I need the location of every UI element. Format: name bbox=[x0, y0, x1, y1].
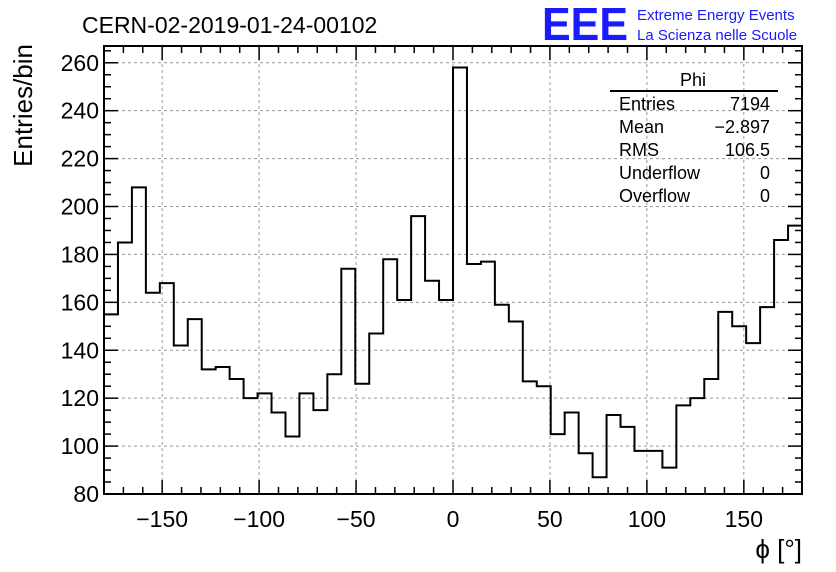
histogram-bin bbox=[662, 468, 676, 494]
histogram-bin bbox=[272, 413, 286, 494]
histogram-bin bbox=[704, 379, 718, 494]
logo-mark: EEE bbox=[542, 0, 628, 50]
chart-title: CERN-02-2019-01-24-00102 bbox=[82, 12, 377, 38]
histogram-bin bbox=[341, 269, 355, 494]
histogram-bin bbox=[174, 345, 188, 494]
x-tick-label: 50 bbox=[537, 506, 563, 532]
histogram-bin bbox=[481, 262, 495, 494]
histogram-bin bbox=[397, 300, 411, 494]
histogram-bin bbox=[202, 369, 216, 494]
histogram-bin bbox=[244, 398, 258, 494]
histogram-bin bbox=[160, 283, 174, 494]
y-axis: 80 100 120 140 160 180 200 220 240 260 bbox=[61, 50, 802, 507]
x-tick-label: −100 bbox=[233, 506, 285, 532]
histogram-bin bbox=[621, 427, 635, 494]
histogram-bin bbox=[327, 374, 341, 494]
histogram-bin bbox=[355, 384, 369, 494]
x-tick-label: −50 bbox=[337, 506, 376, 532]
histogram-bin bbox=[495, 305, 509, 494]
histogram-bin bbox=[453, 68, 467, 494]
y-tick-label: 220 bbox=[61, 146, 99, 172]
x-tick-label: 0 bbox=[447, 506, 460, 532]
y-tick-label: 140 bbox=[61, 337, 99, 363]
histogram-bin bbox=[313, 410, 327, 494]
y-tick-label: 240 bbox=[61, 98, 99, 124]
histogram-bin bbox=[188, 319, 202, 494]
histogram-bin bbox=[285, 437, 299, 494]
stats-label: Underflow bbox=[619, 163, 701, 183]
histogram-bins bbox=[104, 68, 802, 494]
histogram-bin bbox=[537, 386, 551, 494]
histogram-bin bbox=[593, 477, 607, 494]
histogram-bin bbox=[746, 343, 760, 494]
histogram-bin bbox=[439, 300, 453, 494]
y-tick-label: 160 bbox=[61, 289, 99, 315]
histogram-bin bbox=[230, 379, 244, 494]
logo-line-1: Extreme Energy Events bbox=[637, 7, 795, 24]
histogram-bin bbox=[369, 333, 383, 494]
y-tick-label: 120 bbox=[61, 385, 99, 411]
eee-logo: EEE Extreme Energy Events La Scienza nel… bbox=[542, 0, 797, 50]
stats-label: Mean bbox=[619, 117, 664, 137]
histogram-bin bbox=[690, 398, 704, 494]
histogram-line bbox=[104, 66, 802, 479]
stats-label: RMS bbox=[619, 140, 659, 160]
histogram-bin bbox=[425, 281, 439, 494]
stats-value: −2.897 bbox=[714, 117, 770, 137]
histogram-bin bbox=[104, 314, 118, 494]
histogram-bin bbox=[648, 451, 662, 494]
histogram-bin bbox=[732, 326, 746, 494]
histogram-bin bbox=[551, 434, 565, 494]
histogram-bin bbox=[509, 322, 523, 494]
histogram-bin bbox=[718, 312, 732, 494]
histogram-bin bbox=[467, 264, 481, 494]
logo-line-2: La Scienza nelle Scuole bbox=[637, 27, 797, 44]
histogram-bin bbox=[523, 381, 537, 494]
stats-label: Overflow bbox=[619, 186, 691, 206]
histogram-bin bbox=[607, 415, 621, 494]
histogram-bin bbox=[118, 242, 132, 494]
x-tick-label: 100 bbox=[628, 506, 666, 532]
y-tick-label: 200 bbox=[61, 194, 99, 220]
stats-title: Phi bbox=[680, 70, 706, 90]
histogram-bin bbox=[258, 393, 272, 494]
y-tick-label: 180 bbox=[61, 241, 99, 267]
x-tick-label: 150 bbox=[725, 506, 763, 532]
histogram-bin bbox=[411, 216, 425, 494]
histogram-bin bbox=[760, 307, 774, 494]
x-axis-label: ϕ [°] bbox=[755, 534, 802, 564]
y-tick-label: 80 bbox=[73, 481, 99, 507]
histogram-bin bbox=[774, 240, 788, 494]
stats-box: Phi Entries 7194 Mean −2.897 RMS 106.5 Underfl… bbox=[610, 70, 778, 206]
y-axis-label: Entries/bin bbox=[8, 44, 38, 167]
histogram-bin bbox=[383, 259, 397, 494]
x-axis: −150 −100 −50 0 50 100 150 bbox=[122, 46, 784, 532]
stats-value: 106.5 bbox=[725, 140, 770, 160]
y-tick-label: 100 bbox=[61, 433, 99, 459]
stats-label: Entries bbox=[619, 94, 675, 114]
histogram-bin bbox=[299, 393, 313, 494]
histogram-bin bbox=[579, 453, 593, 494]
histogram-bin bbox=[132, 187, 146, 494]
stats-value: 7194 bbox=[730, 94, 770, 114]
histogram-bin bbox=[216, 367, 230, 494]
histogram-bin bbox=[676, 405, 690, 494]
histogram-bin bbox=[565, 413, 579, 494]
y-tick-label: 260 bbox=[61, 50, 99, 76]
stats-value: 0 bbox=[760, 186, 770, 206]
x-tick-label: −150 bbox=[136, 506, 188, 532]
histogram-bin bbox=[146, 293, 160, 494]
stats-value: 0 bbox=[760, 163, 770, 183]
